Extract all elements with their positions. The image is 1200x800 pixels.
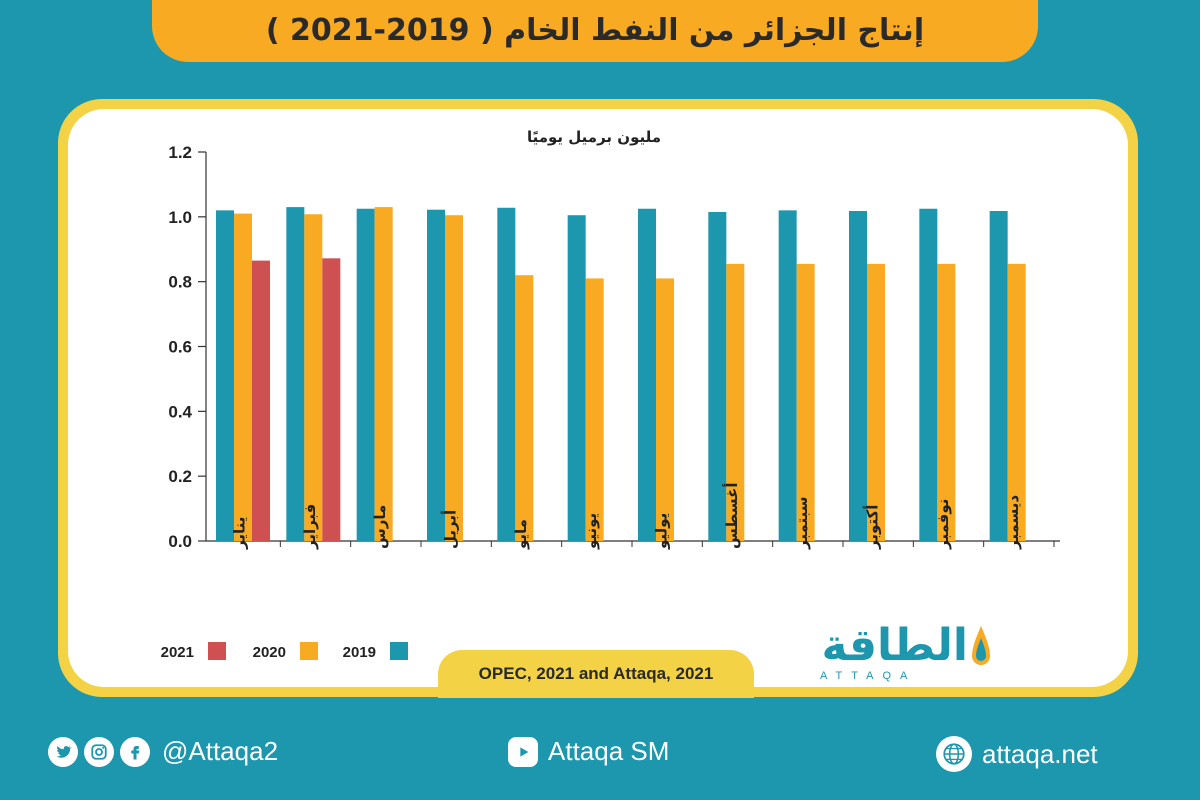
source-text: OPEC, 2021 and Attaqa, 2021 xyxy=(478,664,714,683)
bar-2020-1 xyxy=(234,213,252,541)
legend-swatch-2020 xyxy=(300,642,318,660)
bar-2020-4 xyxy=(445,215,463,541)
website-link[interactable]: attaqa.net xyxy=(936,736,1098,772)
attaqa-logo: الطاقة ATTAQA xyxy=(806,620,992,688)
bar-2021-2 xyxy=(322,258,341,541)
bar-2021-1 xyxy=(252,260,270,541)
footer: @Attaqa2 Attaqa SM attaqa.net xyxy=(0,722,1200,800)
x-tick-label: يوليو xyxy=(653,513,671,550)
twitter-icon[interactable] xyxy=(48,736,78,767)
social-handle[interactable]: @Attaqa2 xyxy=(162,736,279,766)
bar-2019-3 xyxy=(356,208,375,541)
x-tick-label: فبراير xyxy=(301,504,319,550)
y-tick-label: 1.0 xyxy=(168,208,192,227)
bar-2020-6 xyxy=(585,278,604,541)
legend-swatch-2021 xyxy=(208,642,226,660)
x-tick-label: مايو xyxy=(512,519,530,550)
x-tick-label: سبتمبر xyxy=(793,496,811,550)
y-tick-label: 0.6 xyxy=(168,338,192,357)
logo-arabic-text: الطاقة xyxy=(821,620,968,671)
bar-2019-4 xyxy=(427,209,445,541)
chart-title: إنتاج الجزائر من النفط الخام ( 2019-2021… xyxy=(265,12,925,48)
logo-english-text: ATTAQA xyxy=(820,670,917,682)
x-tick-label: نوفمبر xyxy=(934,499,952,550)
legend-label-2021: 2021 xyxy=(161,644,194,661)
instagram-icon[interactable] xyxy=(84,736,114,767)
y-tick-label: 0.2 xyxy=(168,467,192,486)
website-url[interactable]: attaqa.net xyxy=(982,738,1098,769)
y-tick-label: 0.4 xyxy=(168,402,192,421)
facebook-icon[interactable] xyxy=(120,736,150,767)
bar-2020-9 xyxy=(796,263,815,541)
x-tick-label: ديسمبر xyxy=(1004,495,1022,550)
bar-2019-2 xyxy=(286,207,305,541)
bar-2020-5 xyxy=(515,275,534,541)
bar-2020-10 xyxy=(867,263,885,541)
youtube-handle[interactable]: Attaqa SM xyxy=(548,736,670,766)
x-tick-label: أغسطس xyxy=(722,483,741,549)
y-tick-label: 0.0 xyxy=(168,532,192,551)
bar-2019-8 xyxy=(708,211,727,542)
y-tick-label: 1.2 xyxy=(168,143,192,162)
youtube-icon[interactable] xyxy=(508,736,538,767)
bar-2020-2 xyxy=(304,214,323,542)
bar-2019-1 xyxy=(216,210,234,541)
bar-2020-8 xyxy=(726,263,745,541)
x-tick-label: يناير xyxy=(231,517,249,550)
legend-swatch-2019 xyxy=(390,642,408,660)
source-tab: OPEC, 2021 and Attaqa, 2021 xyxy=(438,650,754,698)
y-tick-label: 0.8 xyxy=(168,273,192,292)
youtube-link[interactable]: Attaqa SM xyxy=(508,736,669,767)
x-tick-label: أكتوبر xyxy=(863,505,882,550)
legend-label-2019: 2019 xyxy=(343,644,376,661)
bar-2020-7 xyxy=(656,278,674,541)
bar-2020-12 xyxy=(1007,263,1026,541)
logo-drop-icon xyxy=(972,626,990,665)
legend-label-2020: 2020 xyxy=(253,644,286,661)
title-bar: إنتاج الجزائر من النفط الخام ( 2019-2021… xyxy=(152,0,1038,62)
bar-2019-7 xyxy=(638,208,656,541)
bar-2020-11 xyxy=(937,263,956,541)
bar-2019-6 xyxy=(567,215,586,541)
bar-2019-11 xyxy=(919,208,938,541)
bar-2019-12 xyxy=(989,210,1008,541)
globe-icon[interactable] xyxy=(936,736,972,772)
social-links: @Attaqa2 xyxy=(48,736,278,767)
bar-2019-5 xyxy=(497,207,516,542)
bar-2019-10 xyxy=(849,210,867,541)
bar-2019-9 xyxy=(778,210,797,541)
y-axis-label: مليون برميل يوميًا xyxy=(527,128,661,146)
x-tick-label: أبريل xyxy=(441,510,460,549)
x-tick-label: مارس xyxy=(371,505,389,549)
bar-2020-3 xyxy=(374,207,393,541)
x-tick-label: يونيو xyxy=(582,513,600,550)
